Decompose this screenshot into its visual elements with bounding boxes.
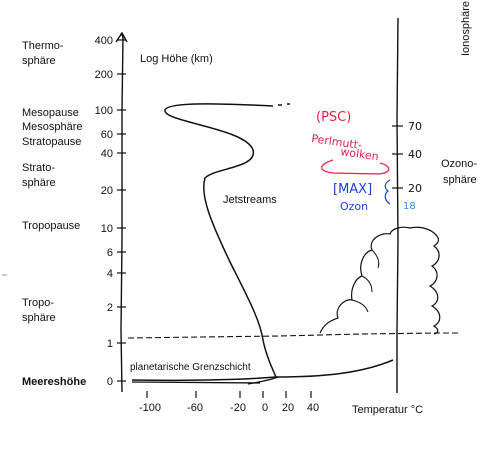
right-tick-label-70: 70 bbox=[408, 120, 422, 133]
annotation-boundary-layer: planetarische Grenzschicht bbox=[130, 362, 251, 373]
y-tick-label: 200 bbox=[95, 69, 113, 81]
ground-line bbox=[131, 381, 261, 384]
y-tick-label: 2 bbox=[107, 302, 113, 314]
label-thermosphere-2: sphäre bbox=[22, 55, 56, 67]
y-tick-label: 20 bbox=[101, 185, 113, 197]
y-axis-title: Log Höhe (km) bbox=[140, 53, 213, 65]
temperature-profile-curve bbox=[164, 103, 277, 378]
boundary-dashed-line bbox=[127, 332, 458, 339]
label-ionosphere: Ionosphäre bbox=[460, 1, 472, 56]
y-axis-line bbox=[120, 32, 124, 393]
label-stratosphere-2: sphäre bbox=[22, 177, 56, 189]
y-ticks bbox=[117, 39, 126, 382]
x-tick-label: -60 bbox=[187, 402, 203, 414]
x-tick-label: -20 bbox=[230, 402, 246, 414]
y-tick-label: 40 bbox=[101, 148, 113, 160]
label-tropopause: Tropopause bbox=[22, 220, 80, 232]
y-tick-label: 100 bbox=[95, 105, 113, 117]
x-tick-label: 20 bbox=[282, 402, 294, 414]
annotation-jetstreams: Jetstreams bbox=[223, 194, 277, 206]
annotation-max: [MAX] bbox=[333, 182, 372, 197]
label-stratopause: Stratopause bbox=[22, 136, 81, 148]
right-tick-label-40: 40 bbox=[408, 148, 422, 161]
ozone-brace bbox=[384, 179, 391, 205]
label-ozonosphere-2: sphäre bbox=[443, 174, 477, 186]
right-tick-label-20: 20 bbox=[408, 182, 422, 195]
ground-connector bbox=[247, 376, 279, 385]
annotation-ozon: Ozon bbox=[340, 200, 368, 213]
psc-bracket bbox=[321, 159, 390, 175]
y-tick-label: 400 bbox=[95, 35, 113, 47]
label-troposphere-2: sphäre bbox=[22, 312, 56, 324]
cloud-outline bbox=[319, 226, 441, 335]
x-tick-label: -100 bbox=[139, 402, 161, 414]
label-mesosphere: Mesosphäre bbox=[22, 121, 83, 133]
label-ozonosphere-1: Ozono- bbox=[441, 158, 477, 170]
y-tick-label: 10 bbox=[101, 223, 113, 235]
label-troposphere-1: Tropo- bbox=[22, 297, 54, 309]
label-stratosphere-1: Strato- bbox=[22, 162, 55, 174]
x-tick-label: 0 bbox=[262, 402, 268, 414]
x-axis-title: Temperatur °C bbox=[352, 404, 423, 416]
y-axis-arrow bbox=[115, 31, 128, 43]
right-tick-label-18: 18 bbox=[403, 201, 416, 212]
label-sea-level: Meereshöhe bbox=[22, 376, 86, 388]
y-tick-label: 1 bbox=[107, 338, 113, 350]
ground-profile-curve bbox=[131, 359, 394, 382]
y-tick-label: 60 bbox=[101, 129, 113, 141]
y-tick-label: 4 bbox=[107, 268, 113, 280]
annotation-wolken: wolken bbox=[340, 145, 380, 163]
annotation-psc: (PSC) bbox=[316, 110, 351, 125]
curve-dotted-end bbox=[278, 103, 290, 106]
y-tick-label: 0 bbox=[107, 376, 113, 388]
x-tick-label: 40 bbox=[307, 402, 319, 414]
label-thermosphere-1: Thermo- bbox=[22, 40, 64, 52]
x-ticks bbox=[146, 391, 312, 398]
y-tick-label: 6 bbox=[107, 247, 113, 259]
label-mesopause: Mesopause bbox=[22, 107, 79, 119]
x-tick-labels: -100 -60 -20 0 20 40 bbox=[139, 402, 319, 414]
cloud-detail bbox=[351, 249, 380, 313]
right-axis-line bbox=[396, 17, 399, 393]
y-tick-labels: 400 200 100 60 40 20 10 6 4 2 1 0 bbox=[95, 35, 113, 388]
right-ticks bbox=[392, 125, 403, 189]
